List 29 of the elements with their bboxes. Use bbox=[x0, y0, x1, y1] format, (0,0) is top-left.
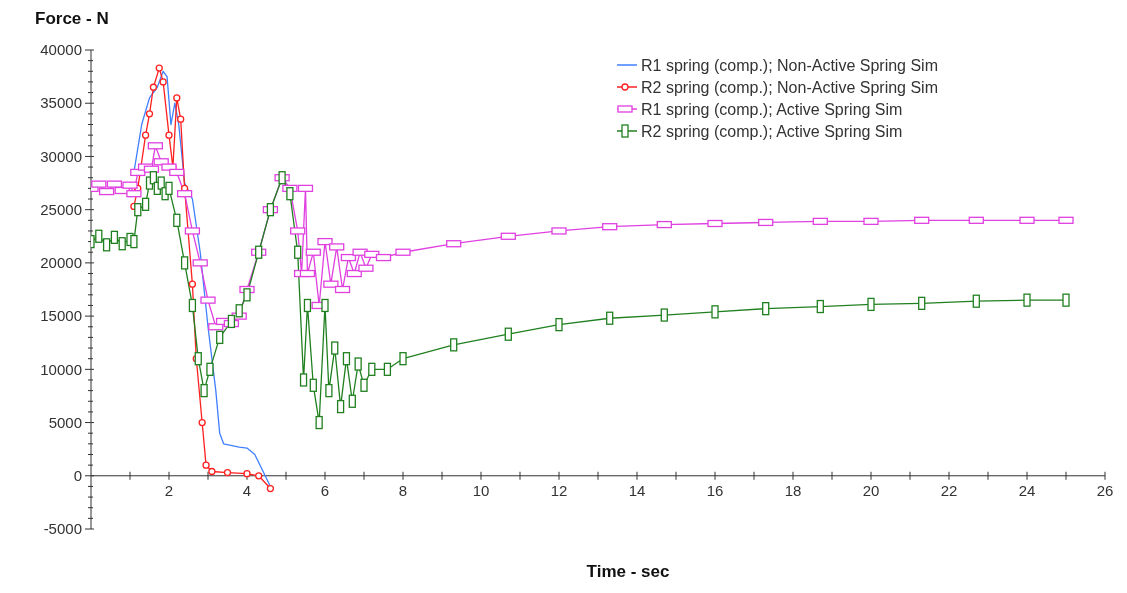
x-tick-label: 8 bbox=[398, 481, 408, 499]
y-tick-label: 5000 bbox=[48, 413, 82, 431]
y-axis-title: Force - N bbox=[35, 9, 109, 28]
y-tick-label: 40000 bbox=[40, 41, 82, 59]
x-tick-label: 22 bbox=[940, 481, 958, 499]
x-tick-label: 4 bbox=[242, 481, 252, 499]
y-tick-label: 15000 bbox=[40, 307, 82, 325]
y-tick-label: 25000 bbox=[40, 200, 82, 218]
y-tick-label: 30000 bbox=[40, 147, 82, 165]
legend-label: R1 spring (comp.); Active Spring Sim bbox=[641, 100, 903, 118]
x-tick-label: 2 bbox=[164, 481, 174, 499]
x-tick-label: 26 bbox=[1096, 481, 1114, 499]
x-tick-label: 12 bbox=[550, 481, 568, 499]
x-axis-title: Time - sec bbox=[586, 562, 670, 581]
x-tick-label: 14 bbox=[628, 481, 646, 499]
x-tick-label: 6 bbox=[320, 481, 330, 499]
x-tick-label: 18 bbox=[784, 481, 802, 499]
x-tick-label: 10 bbox=[472, 481, 490, 499]
y-tick-label: 20000 bbox=[40, 254, 82, 272]
y-tick-label: 0 bbox=[73, 467, 82, 485]
legend-label: R2 spring (comp.); Active Spring Sim bbox=[641, 122, 903, 140]
legend-label: R1 spring (comp.); Non-Active Spring Sim bbox=[641, 56, 938, 74]
y-tick-label: 35000 bbox=[40, 94, 82, 112]
x-tick-label: 20 bbox=[862, 481, 880, 499]
legend-label: R2 spring (comp.); Non-Active Spring Sim bbox=[641, 78, 938, 96]
x-tick-label: 16 bbox=[706, 481, 724, 499]
y-tick-label: -5000 bbox=[43, 520, 82, 538]
y-tick-label: 10000 bbox=[40, 360, 82, 378]
x-tick-label: 24 bbox=[1018, 481, 1036, 499]
